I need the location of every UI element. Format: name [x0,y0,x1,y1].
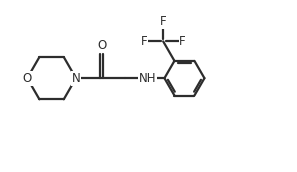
Text: O: O [97,39,106,52]
Text: F: F [179,35,186,48]
Text: O: O [23,72,32,85]
Text: NH: NH [138,72,156,85]
Text: F: F [160,15,167,29]
Text: N: N [72,72,80,85]
Text: F: F [140,35,147,48]
